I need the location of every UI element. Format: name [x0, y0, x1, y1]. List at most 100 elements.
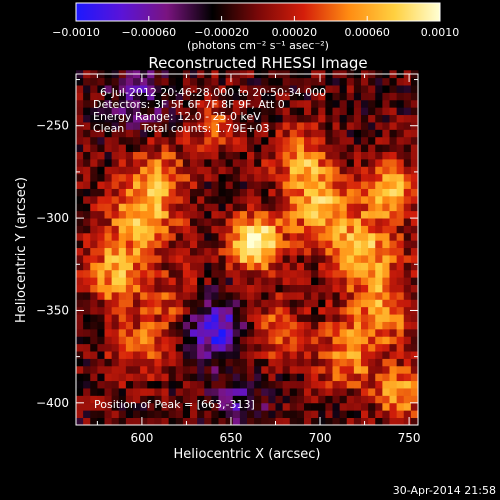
heatmap-cell	[218, 77, 227, 86]
heatmap-cell	[76, 255, 84, 263]
heatmap-cell	[346, 299, 355, 308]
heatmap-cell	[353, 262, 362, 271]
heatmap-cell	[154, 417, 162, 426]
heatmap-cell	[296, 114, 305, 123]
heatmap-cell	[140, 173, 148, 182]
heatmap-cell	[375, 158, 383, 167]
heatmap-cell	[254, 373, 262, 382]
heatmap-cell	[339, 218, 348, 226]
heatmap-cell	[125, 388, 134, 396]
heatmap-cell	[368, 240, 376, 249]
heatmap-cell	[154, 247, 162, 256]
heatmap-cell	[190, 107, 198, 116]
heatmap-cell	[403, 388, 412, 396]
heatmap-cell	[361, 129, 369, 138]
heatmap-cell	[118, 173, 127, 182]
heatmap-cell	[282, 107, 291, 116]
heatmap-cell	[389, 210, 398, 219]
heatmap-cell	[211, 351, 219, 359]
heatmap-cell	[375, 77, 383, 86]
heatmap-cell	[325, 358, 333, 367]
heatmap-cell	[389, 225, 398, 234]
heatmap-cell	[247, 232, 255, 241]
heatmap-cell	[410, 166, 419, 175]
heatmap-cell	[282, 314, 291, 322]
heatmap-cell	[239, 240, 248, 249]
heatmap-cell	[368, 144, 376, 152]
heatmap-cell	[111, 269, 120, 278]
heatmap-cell	[289, 373, 298, 382]
heatmap-cell	[161, 343, 170, 352]
heatmap-cell	[175, 151, 184, 160]
heatmap-cell	[247, 210, 255, 219]
heatmap-cell	[190, 99, 198, 108]
heatmap-cell	[311, 388, 319, 396]
heatmap-cell	[346, 255, 355, 263]
heatmap-cell	[353, 299, 362, 308]
heatmap-cell	[104, 122, 113, 130]
heatmap-cell	[282, 85, 291, 93]
heatmap-cell	[304, 365, 312, 374]
heatmap-cell	[318, 210, 326, 219]
heatmap-cell	[197, 114, 205, 123]
heatmap-cell	[368, 410, 376, 419]
heatmap-cell	[261, 166, 269, 175]
heatmap-cell	[247, 255, 255, 263]
heatmap-cell	[118, 122, 127, 130]
heatmap-cell	[111, 410, 120, 419]
heatmap-cell	[232, 85, 241, 93]
heatmap-cell	[111, 225, 120, 234]
heatmap-cell	[311, 336, 319, 345]
heatmap-cell	[168, 188, 177, 197]
heatmap-cell	[332, 114, 341, 123]
heatmap-cell	[211, 380, 219, 389]
heatmap-cell	[396, 373, 405, 382]
heatmap-cell	[261, 321, 269, 330]
heatmap-cell	[168, 395, 177, 404]
heatmap-cell	[125, 77, 134, 86]
heatmap-cell	[211, 306, 219, 315]
heatmap-cell	[275, 291, 284, 300]
heatmap-cell	[396, 395, 405, 404]
heatmap-cell	[325, 218, 333, 226]
heatmap-cell	[318, 269, 326, 278]
heatmap-cell	[161, 373, 170, 382]
heatmap-cell	[197, 291, 205, 300]
heatmap-cell	[111, 247, 120, 256]
heatmap-cell	[175, 158, 184, 167]
heatmap-cell	[154, 328, 162, 337]
heatmap-cell	[318, 343, 326, 352]
heatmap-cell	[275, 173, 284, 182]
heatmap-cell	[218, 402, 227, 411]
heatmap-cell	[389, 380, 398, 389]
heatmap-cell	[375, 218, 383, 226]
heatmap-cell	[211, 173, 219, 182]
heatmap-cell	[90, 306, 98, 315]
heatmap-cell	[247, 410, 255, 419]
heatmap-cell	[361, 343, 369, 352]
heatmap-cell	[375, 203, 383, 212]
heatmap-cell	[175, 122, 184, 130]
heatmap-cell	[225, 173, 234, 182]
heatmap-cell	[261, 365, 269, 374]
heatmap-cell	[375, 358, 383, 367]
heatmap-cell	[133, 77, 141, 86]
heatmap-cell	[197, 417, 205, 426]
heatmap-cell	[175, 255, 184, 263]
heatmap-cell	[261, 306, 269, 315]
heatmap-cell	[225, 373, 234, 382]
heatmap-cell	[125, 395, 134, 404]
heatmap-cell	[161, 188, 170, 197]
heatmap-cell	[104, 195, 113, 204]
heatmap-cell	[154, 225, 162, 234]
heatmap-cell	[389, 136, 398, 145]
heatmap-cell	[261, 151, 269, 160]
heatmap-cell	[247, 122, 255, 130]
heatmap-cell	[76, 328, 84, 337]
heatmap-cell	[154, 351, 162, 359]
heatmap-cell	[353, 255, 362, 263]
heatmap-cell	[154, 232, 162, 241]
heatmap-cell	[325, 402, 333, 411]
heatmap-cell	[232, 380, 241, 389]
heatmap-cell	[382, 410, 390, 419]
